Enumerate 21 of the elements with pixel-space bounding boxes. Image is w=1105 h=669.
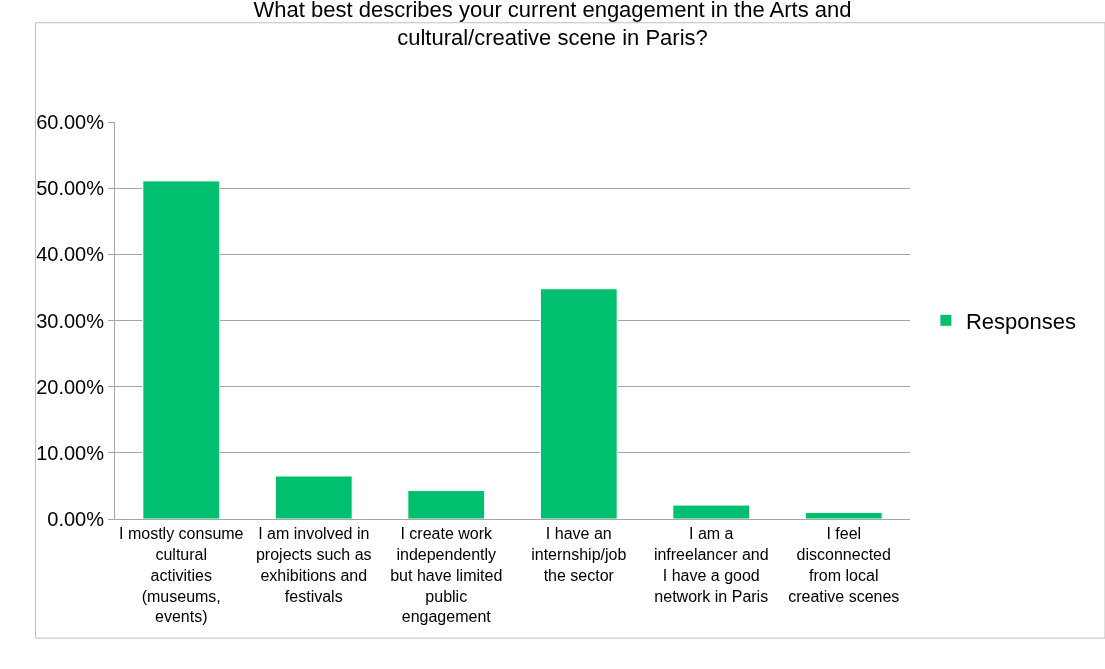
y-tick-label: 40.00% — [36, 243, 105, 266]
y-tick-label: 20.00% — [36, 375, 105, 398]
y-tick-label: 30.00% — [36, 309, 105, 332]
bar — [539, 288, 618, 519]
chart-title: What best describes your current engagement in the Arts and cultural/creative scene in Paris? — [253, 0, 852, 51]
x-tick-label: I create work independently but have limited public engagement — [390, 525, 503, 626]
x-tick-label: I am involved in projects such as exhibitions and festivals — [255, 525, 372, 605]
y-tick-label: 0.00% — [47, 508, 105, 530]
legend-label: Responses — [965, 308, 1076, 334]
x-tick-label: I mostly consume cultural activities (museums, events) — [119, 525, 244, 626]
bar — [142, 180, 221, 519]
y-tick-label: 50.00% — [36, 177, 105, 200]
y-tick-label: 60.00% — [36, 111, 105, 133]
x-tick-label: I am a infreelancer and I have a good network in Paris — [653, 525, 769, 605]
bar — [804, 511, 883, 519]
x-tick-label: I feel disconnected from local creative scenes — [788, 525, 900, 605]
x-tick-label: I have an internship/job the sector — [531, 525, 627, 584]
bar — [407, 490, 486, 519]
bar — [274, 475, 353, 519]
bar — [672, 504, 751, 519]
y-tick-label: 10.00% — [36, 441, 105, 464]
